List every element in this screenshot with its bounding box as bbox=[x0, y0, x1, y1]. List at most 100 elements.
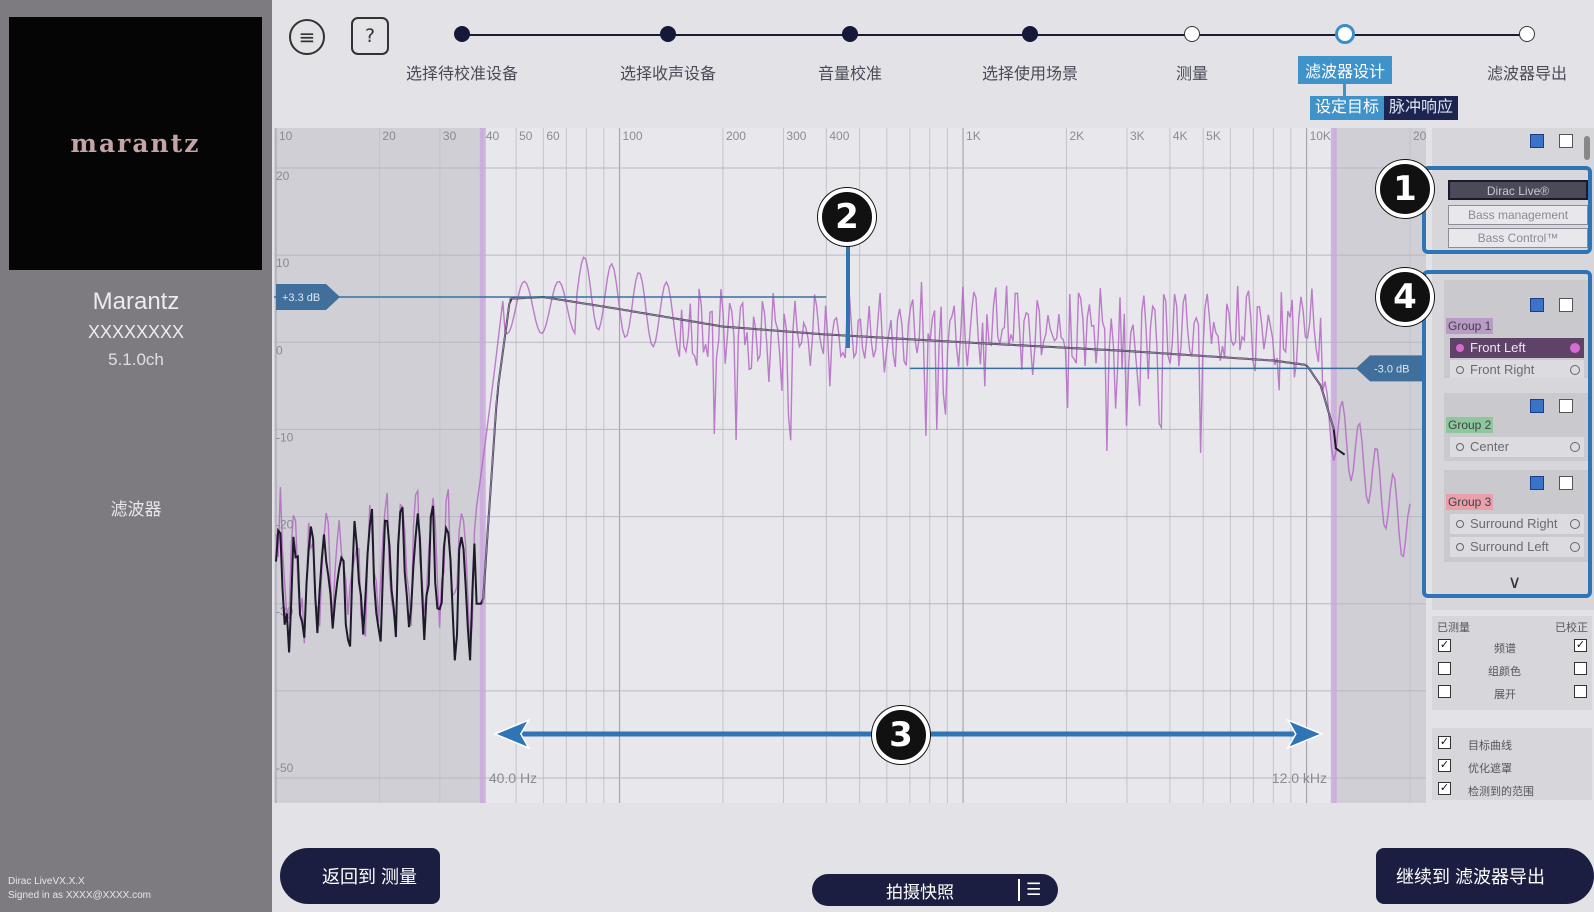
checkbox-expand-corrected[interactable] bbox=[1574, 685, 1587, 698]
low-target-label: +3.3 dB bbox=[282, 292, 320, 304]
step-2-dot[interactable] bbox=[660, 26, 676, 42]
legend-measured-header: 已测量 bbox=[1437, 622, 1470, 634]
channel-front-right[interactable]: Front Right bbox=[1450, 360, 1584, 378]
range-arrow-right bbox=[1286, 718, 1324, 750]
version-label: Dirac LiveVX.X.X bbox=[8, 876, 85, 887]
checkbox-spectrum-measured[interactable]: ✓ bbox=[1438, 639, 1451, 652]
channel-label: Center bbox=[1470, 439, 1510, 454]
step-6-dot[interactable] bbox=[1335, 24, 1355, 44]
menu-button[interactable]: ≡ bbox=[289, 19, 325, 55]
group-3-settings-icon[interactable] bbox=[1559, 476, 1573, 490]
high-target-handle bbox=[1356, 355, 1426, 382]
channel-label: Surround Left bbox=[1470, 539, 1549, 554]
highlight-box-modes bbox=[1422, 166, 1592, 254]
db-tick-label: 0 bbox=[276, 343, 283, 357]
version-info: Dirac LiveVX.X.X Signed in as XXXX@XXXX.… bbox=[8, 875, 151, 903]
db-tick-label: -50 bbox=[276, 761, 294, 775]
highlight-box-groups bbox=[1422, 270, 1592, 598]
range-marker bbox=[1330, 128, 1337, 803]
channel-toggle-icon[interactable] bbox=[1570, 442, 1580, 452]
tab-set-target[interactable]: 设定目标 bbox=[1310, 96, 1385, 120]
device-brand: Marantz bbox=[92, 288, 180, 315]
freq-tick-label: 3K bbox=[1130, 129, 1145, 143]
group-1-link-icon[interactable] bbox=[1530, 298, 1544, 312]
group-2-link-icon[interactable] bbox=[1530, 399, 1544, 413]
menu-icon: ≡ bbox=[298, 25, 316, 49]
channel-select-icon bbox=[1456, 443, 1464, 451]
low-mask-region bbox=[274, 128, 483, 803]
step-1-label[interactable]: 选择待校准设备 bbox=[405, 66, 519, 83]
take-snapshot-button[interactable]: 拍摄快照 bbox=[812, 874, 1058, 906]
back-to-measure-button[interactable]: 返回到 测量 bbox=[280, 848, 440, 904]
chevron-down-icon[interactable]: ∨ bbox=[1508, 572, 1522, 593]
snapshot-label: 拍摄快照 bbox=[886, 882, 954, 902]
step-2-label[interactable]: 选择收声设备 bbox=[619, 66, 717, 83]
step-6-label[interactable]: 滤波器设计 bbox=[1297, 56, 1393, 84]
settings-icon[interactable] bbox=[1559, 134, 1573, 148]
legend-corrected-header: 已校正 bbox=[1555, 622, 1588, 634]
channel-center[interactable]: Center bbox=[1450, 437, 1584, 457]
tab-impulse-response[interactable]: 脉冲响应 bbox=[1384, 96, 1459, 120]
group-2-settings-icon[interactable] bbox=[1559, 399, 1573, 413]
checkbox-detected-range[interactable]: ✓ bbox=[1438, 782, 1451, 795]
mode-dirac-live[interactable]: Dirac Live® bbox=[1448, 180, 1588, 200]
channel-front-left[interactable]: Front Left bbox=[1450, 338, 1584, 358]
device-model: XXXXXXXX bbox=[87, 322, 185, 342]
freq-tick-label: 300 bbox=[786, 129, 806, 143]
option-label: 目标曲线 bbox=[1468, 740, 1512, 752]
channel-select-icon bbox=[1456, 520, 1464, 528]
legend-options-panel: ✓ 目标曲线 ✓ 优化遮罩 ✓ 检测到的范围 bbox=[1432, 728, 1592, 800]
step-5-label[interactable]: 测量 bbox=[1175, 66, 1209, 83]
channel-toggle-icon[interactable] bbox=[1570, 365, 1580, 375]
step-3-label[interactable]: 音量校准 bbox=[817, 66, 883, 83]
checkbox-optimization-mask[interactable]: ✓ bbox=[1438, 759, 1451, 772]
graph-canvas[interactable]: 10 20 30 40 50 60 100 200 300 400 1K 2K 3K 4K 5K 10K 202… bbox=[274, 128, 1426, 803]
channel-label: Front Left bbox=[1470, 340, 1526, 355]
legend-row-label: 组颜色 bbox=[1488, 666, 1521, 678]
mode-bass-control[interactable]: Bass Control™ bbox=[1448, 228, 1588, 248]
step-7-dot[interactable] bbox=[1519, 26, 1535, 42]
legend-measured-panel: 已测量 已校正 ✓ 频谱 ✓ 组颜色 展开 bbox=[1432, 616, 1592, 710]
channel-toggle-icon[interactable] bbox=[1570, 519, 1580, 529]
step-4-label[interactable]: 选择使用场景 bbox=[981, 66, 1079, 83]
channel-select-icon bbox=[1456, 543, 1464, 551]
step-3-dot[interactable] bbox=[842, 26, 858, 42]
range-high-label: 12.0 kHz bbox=[1272, 770, 1327, 786]
step-5-dot[interactable] bbox=[1184, 26, 1200, 42]
mode-bass-management[interactable]: Bass management bbox=[1448, 205, 1588, 225]
checkbox-group-color-corrected[interactable] bbox=[1574, 662, 1587, 675]
list-icon[interactable]: ☰ bbox=[1026, 880, 1042, 900]
group-3-label: Group 3 bbox=[1446, 494, 1494, 510]
snapshot-divider bbox=[1018, 879, 1020, 901]
step-7-label[interactable]: 滤波器导出 bbox=[1486, 66, 1568, 83]
help-button[interactable]: ? bbox=[351, 17, 389, 55]
group-2-label: Group 2 bbox=[1446, 417, 1494, 433]
channel-label: Surround Right bbox=[1470, 516, 1558, 531]
checkbox-spectrum-corrected[interactable]: ✓ bbox=[1574, 639, 1587, 652]
checkbox-group-color-measured[interactable] bbox=[1438, 662, 1451, 675]
callout-3: 3 bbox=[872, 706, 930, 764]
checkbox-expand-measured[interactable] bbox=[1438, 685, 1451, 698]
brand-logo: marantz bbox=[9, 17, 262, 270]
sub-tab-connector bbox=[1343, 84, 1346, 96]
range-low-label: 40.0 Hz bbox=[489, 770, 537, 786]
panel-scrollbar[interactable] bbox=[1584, 136, 1590, 160]
channel-group-1[interactable]: Group 1 Front Left Front Right bbox=[1444, 280, 1588, 378]
frequency-response-graph[interactable]: 10 20 30 40 50 60 100 200 300 400 1K 2K 3K 4K 5K 10K 20 2… bbox=[274, 128, 1426, 803]
channel-group-3[interactable]: Group 3 Surround Right Surround Left bbox=[1444, 470, 1588, 562]
legend-row-label: 频谱 bbox=[1494, 643, 1516, 655]
step-1-dot[interactable] bbox=[454, 26, 470, 42]
step-4-dot[interactable] bbox=[1022, 26, 1038, 42]
view-toggle-icon[interactable] bbox=[1530, 134, 1544, 148]
range-arrow-left bbox=[492, 718, 531, 750]
channel-surround-left[interactable]: Surround Left bbox=[1450, 537, 1584, 557]
group-3-link-icon[interactable] bbox=[1530, 476, 1544, 490]
continue-to-export-button[interactable]: 继续到 滤波器导出 bbox=[1376, 848, 1594, 904]
group-1-settings-icon[interactable] bbox=[1559, 298, 1573, 312]
channel-surround-right[interactable]: Surround Right bbox=[1450, 514, 1584, 534]
channel-toggle-icon[interactable] bbox=[1570, 343, 1580, 353]
channel-toggle-icon[interactable] bbox=[1570, 542, 1580, 552]
channel-select-icon bbox=[1456, 344, 1464, 352]
checkbox-target-curve[interactable]: ✓ bbox=[1438, 736, 1451, 749]
channel-group-2[interactable]: Group 2 Center bbox=[1444, 393, 1588, 461]
